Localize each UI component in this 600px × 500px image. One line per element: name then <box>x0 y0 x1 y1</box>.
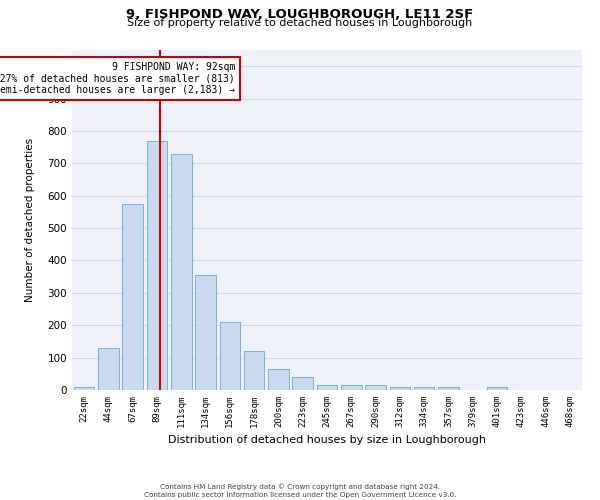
Text: 9 FISHPOND WAY: 92sqm
← 27% of detached houses are smaller (813)
72% of semi-det: 9 FISHPOND WAY: 92sqm ← 27% of detached … <box>0 62 235 95</box>
Bar <box>98 348 119 390</box>
Bar <box>292 377 313 390</box>
Bar <box>171 154 191 390</box>
Bar <box>220 322 240 390</box>
Bar <box>389 387 410 390</box>
Bar <box>268 369 289 390</box>
Bar <box>438 387 459 390</box>
Bar <box>317 385 337 390</box>
Text: Contains HM Land Registry data © Crown copyright and database right 2024.
Contai: Contains HM Land Registry data © Crown c… <box>144 484 456 498</box>
Bar <box>341 385 362 390</box>
X-axis label: Distribution of detached houses by size in Loughborough: Distribution of detached houses by size … <box>168 436 486 446</box>
Bar <box>195 275 216 390</box>
Bar <box>414 387 434 390</box>
Bar <box>122 204 143 390</box>
Text: 9, FISHPOND WAY, LOUGHBOROUGH, LE11 2SF: 9, FISHPOND WAY, LOUGHBOROUGH, LE11 2SF <box>127 8 473 20</box>
Bar <box>365 385 386 390</box>
Text: Size of property relative to detached houses in Loughborough: Size of property relative to detached ho… <box>127 18 473 28</box>
Bar <box>146 140 167 390</box>
Bar <box>244 351 265 390</box>
Bar <box>487 387 508 390</box>
Bar <box>74 387 94 390</box>
Y-axis label: Number of detached properties: Number of detached properties <box>25 138 35 302</box>
